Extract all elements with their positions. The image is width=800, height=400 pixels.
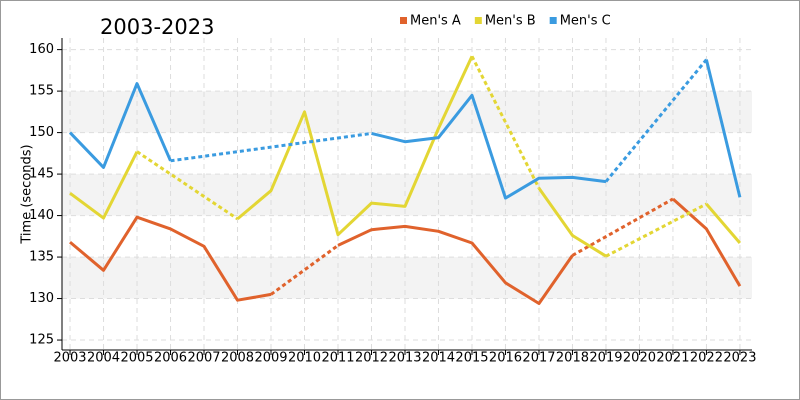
legend-swatch — [549, 17, 557, 24]
chart-title: 2003-2023 — [100, 15, 214, 39]
grid-band — [62, 257, 752, 299]
x-tick-label: 2005 — [120, 351, 153, 366]
x-tick-label: 2006 — [154, 351, 187, 366]
gap-connector — [136, 150, 239, 221]
y-tick-label: 135 — [29, 250, 54, 265]
y-tick-label: 145 — [29, 167, 54, 182]
x-tick-label: 2021 — [656, 351, 689, 366]
x-tick-label: 2008 — [221, 351, 254, 366]
x-tick-label: 2016 — [489, 351, 522, 366]
legend-swatch — [474, 17, 482, 24]
series-line — [68, 59, 742, 200]
gap-connector — [470, 55, 541, 189]
x-tick-label: 2023 — [723, 351, 756, 366]
x-tick-label: 2007 — [187, 351, 220, 366]
y-tick-label: 125 — [29, 333, 54, 348]
x-tick-label: 2012 — [355, 351, 388, 366]
gap-connector — [605, 202, 708, 258]
y-tick-label: 160 — [29, 42, 54, 57]
x-tick-label: 2011 — [321, 351, 354, 366]
y-tick-label: 150 — [29, 125, 54, 140]
gap-connector — [170, 131, 372, 163]
x-tick-label: 2004 — [87, 351, 120, 366]
gap-connector — [571, 197, 674, 257]
x-tick-label: 2003 — [53, 351, 86, 366]
x-tick-label: 2020 — [623, 351, 656, 366]
x-tick-label: 2009 — [254, 351, 287, 366]
legend-text: Men's C — [560, 14, 611, 29]
y-tick-label: 140 — [29, 208, 54, 223]
x-tick-label: 2014 — [422, 351, 455, 366]
gap-connector — [604, 58, 708, 183]
y-tick-label: 155 — [29, 84, 54, 99]
y-axis-label: Time (seconds) — [20, 144, 35, 244]
series-line — [69, 197, 742, 305]
y-tick-label: 130 — [29, 291, 54, 306]
x-tick-label: 2018 — [556, 351, 589, 366]
grid-band — [62, 174, 752, 216]
x-tick-label: 2010 — [288, 351, 321, 366]
x-tick-label: 2022 — [690, 351, 723, 366]
grid-band — [62, 91, 752, 133]
x-tick-label: 2017 — [522, 351, 555, 366]
x-tick-label: 2019 — [589, 351, 622, 366]
plot-background — [62, 91, 752, 299]
legend-text: Men's A — [410, 14, 461, 29]
series-line — [69, 55, 742, 258]
legend-text: Men's B — [485, 14, 536, 29]
x-tick-label: 2013 — [388, 351, 421, 366]
legend-swatch — [400, 17, 407, 24]
x-tick-label: 2015 — [455, 351, 488, 366]
